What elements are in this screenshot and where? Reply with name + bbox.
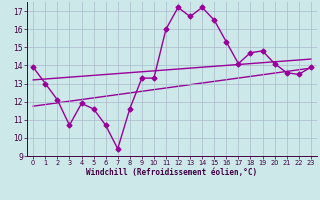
X-axis label: Windchill (Refroidissement éolien,°C): Windchill (Refroidissement éolien,°C): [86, 168, 258, 177]
